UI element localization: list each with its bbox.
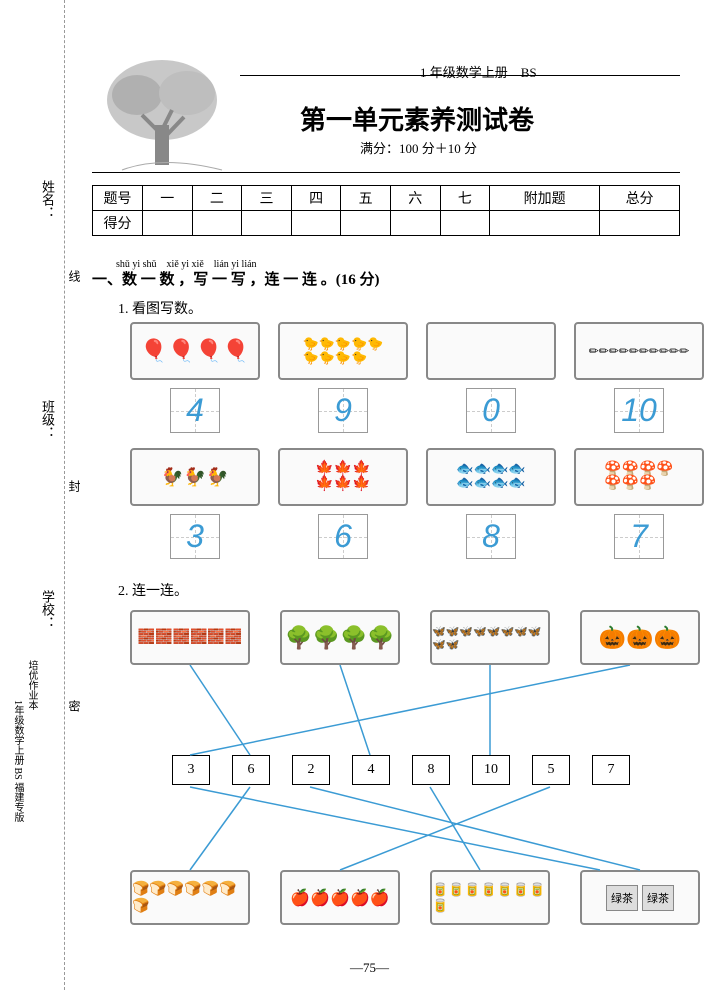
seal-mi: 密	[66, 700, 83, 712]
subtitle: 满分：100 分＋10 分	[360, 138, 477, 157]
q1-row1-images: 🎈🎈🎈🎈 🐤🐤🐤🐤🐤 🐤🐤🐤🐤 ✏✏✏✏✏✏✏✏✏✏	[130, 322, 704, 380]
answer-box[interactable]: 0	[466, 388, 516, 433]
number-box: 10	[472, 755, 510, 785]
q1-row2-images: 🐓🐓🐓 🍁🍁🍁 🍁🍁🍁 🐟🐟🐟🐟 🐟🐟🐟🐟 🍄🍄🍄🍄 🍄🍄🍄	[130, 448, 704, 506]
number-box: 8	[412, 755, 450, 785]
image-leaves: 🍁🍁🍁 🍁🍁🍁	[278, 448, 408, 506]
row-header: 题号	[93, 186, 143, 211]
class-label[interactable]: 班级：	[38, 400, 57, 439]
page-number: —75—	[350, 960, 389, 976]
image-pumpkins: 🎃🎃🎃	[580, 610, 700, 665]
number-box: 5	[532, 755, 570, 785]
image-butterflies: 🦋🦋🦋🦋🦋🦋🦋🦋🦋🦋	[430, 610, 550, 665]
seal-line: 线	[66, 270, 83, 282]
image-fish: 🐟🐟🐟🐟 🐟🐟🐟🐟	[426, 448, 556, 506]
q1-row1-answers: 4 9 0 10	[170, 388, 664, 433]
q2-top-row: 🧱🧱🧱🧱🧱🧱 🌳🌳🌳🌳 🦋🦋🦋🦋🦋🦋🦋🦋🦋🦋 🎃🎃🎃	[130, 610, 700, 665]
q2-label: 2. 连一连。	[118, 580, 188, 600]
q1-row2-answers: 3 6 8 7	[170, 514, 664, 559]
row-header: 得分	[93, 211, 143, 236]
answer-box[interactable]: 10	[614, 388, 664, 433]
image-roosters: 🐓🐓🐓	[130, 448, 260, 506]
answer-box[interactable]: 7	[614, 514, 664, 559]
seal-feng: 封	[66, 480, 83, 492]
answer-box[interactable]: 3	[170, 514, 220, 559]
book-edition: 1年级数学上册 BS 福建专版	[10, 700, 25, 822]
number-box: 4	[352, 755, 390, 785]
number-box: 6	[232, 755, 270, 785]
number-box: 3	[172, 755, 210, 785]
number-box: 7	[592, 755, 630, 785]
header-rule-2	[92, 172, 680, 173]
q2-bottom-row: 🍞🍞🍞🍞🍞🍞🍞 🍎🍎🍎🍎🍎 🥫🥫🥫🥫🥫🥫🥫🥫 绿茶 绿茶	[130, 870, 700, 925]
page-title: 第一单元素养测试卷	[300, 100, 534, 137]
image-empty	[426, 322, 556, 380]
header-rule	[240, 75, 680, 76]
table-row: 得分	[93, 211, 680, 236]
image-pencils: ✏✏✏✏✏✏✏✏✏✏	[574, 322, 704, 380]
image-cans: 🥫🥫🥫🥫🥫🥫🥫🥫	[430, 870, 550, 925]
name-label[interactable]: 姓名：	[38, 180, 57, 219]
image-mushrooms: 🍄🍄🍄🍄 🍄🍄🍄	[574, 448, 704, 506]
image-tea: 绿茶 绿茶	[580, 870, 700, 925]
table-row: 题号 一 二 三 四 五 六 七 附加题 总分	[93, 186, 680, 211]
answer-box[interactable]: 4	[170, 388, 220, 433]
answer-box[interactable]: 8	[466, 514, 516, 559]
sidebar: 姓名： 班级： 学校： 线 封 密 1年级数学上册 BS 福建专版 培优作业本	[0, 0, 65, 990]
image-apples: 🍎🍎🍎🍎🍎	[280, 870, 400, 925]
score-table: 题号 一 二 三 四 五 六 七 附加题 总分 得分	[92, 185, 680, 236]
grade-label: 1 年级数学上册 BS	[420, 62, 537, 81]
image-bricks: 🧱🧱🧱🧱🧱🧱	[130, 610, 250, 665]
image-trees: 🌳🌳🌳🌳	[280, 610, 400, 665]
school-label[interactable]: 学校：	[38, 590, 57, 629]
number-box: 2	[292, 755, 330, 785]
tree-icon	[92, 55, 232, 175]
section-1-heading: 一、数 一 数 ，写 一 写 ，连 一 连 。(16 分)	[92, 268, 380, 289]
answer-box[interactable]: 9	[318, 388, 368, 433]
q1-label: 1. 看图写数。	[118, 298, 202, 318]
image-chicks: 🐤🐤🐤🐤🐤 🐤🐤🐤🐤	[278, 322, 408, 380]
image-bread: 🍞🍞🍞🍞🍞🍞🍞	[130, 870, 250, 925]
image-balloons: 🎈🎈🎈🎈	[130, 322, 260, 380]
answer-box[interactable]: 6	[318, 514, 368, 559]
q2-number-row: 3 6 2 4 8 10 5 7	[172, 755, 630, 785]
series-label: 培优作业本	[24, 660, 39, 710]
